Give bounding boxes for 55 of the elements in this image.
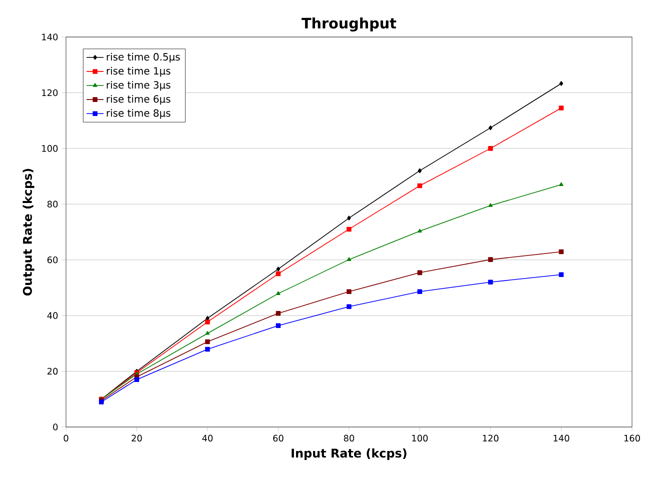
point (134, 377, 140, 382)
legend-label: rise time 1µs (106, 66, 170, 77)
point (276, 323, 281, 328)
x-tick-label: 160 (624, 434, 640, 442)
y-tick-label: 60 (47, 256, 58, 264)
point (559, 81, 564, 86)
point (276, 291, 280, 295)
point (488, 125, 492, 130)
point (417, 289, 422, 294)
x-tick-label: 140 (554, 434, 570, 442)
point (488, 280, 493, 285)
y-tick-label: 20 (47, 368, 58, 375)
point (205, 346, 210, 352)
point (417, 270, 422, 276)
chart-title: Throughput (302, 17, 396, 32)
point (558, 272, 564, 278)
x-tick-label: 40 (202, 434, 213, 442)
point (346, 289, 352, 294)
y-tick-label: 120 (42, 89, 58, 96)
point (276, 310, 281, 316)
point (276, 271, 281, 276)
point (346, 257, 352, 261)
y-tick-label: 100 (42, 145, 58, 152)
legend-label: rise time 3µs (106, 80, 170, 91)
x-tick-label: 100 (412, 434, 428, 442)
point (488, 146, 493, 151)
x-tick-label: 60 (273, 434, 284, 442)
point (347, 216, 351, 220)
point (488, 257, 493, 262)
point (205, 320, 210, 324)
point (418, 168, 422, 174)
y-tick-label: 140 (42, 34, 58, 40)
x-tick-label: 120 (482, 434, 498, 442)
x-axis-title: Input Rate (kcps) (292, 448, 406, 460)
x-tick-label: 20 (132, 434, 142, 442)
point (205, 331, 210, 335)
y-tick-label: 80 (47, 200, 58, 208)
point (346, 226, 352, 232)
point (205, 339, 210, 344)
point (558, 249, 564, 254)
point (417, 183, 422, 188)
legend-label: rise time 6µs (106, 95, 170, 105)
point (276, 266, 280, 272)
point (559, 182, 564, 186)
x-tick-label: 0 (64, 434, 68, 442)
y-axis-title: Output Rate (kcps) (22, 168, 34, 296)
point (418, 228, 422, 233)
legend-label: rise time 0.5µs (106, 52, 180, 63)
y-tick-label: 40 (47, 312, 58, 319)
point (558, 106, 564, 110)
point (488, 203, 493, 207)
point (346, 304, 352, 310)
legend-label: rise time 8µs (106, 109, 170, 119)
x-tick-label: 80 (344, 434, 354, 442)
y-tick-label: 0 (53, 424, 58, 430)
